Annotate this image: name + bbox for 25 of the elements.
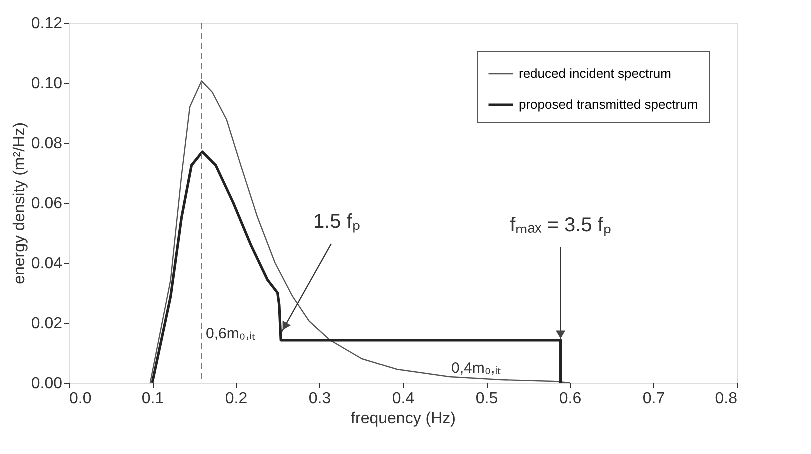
y-tick-label: 0.02 [31,316,63,332]
annotation: 1.5 fₚ [313,211,360,233]
y-tick-label: 0.10 [31,76,63,92]
annotation: fₘₐₓ = 3.5 fₚ [510,214,612,236]
y-tick-label: 0.08 [31,136,63,152]
y-tick-label: 0.04 [31,256,63,272]
annotation: 0,4m₀,ᵢₜ [451,360,502,377]
x-tick-label: 0.2 [225,390,248,408]
annotation: 0,6m₀,ᵢₜ [206,325,256,342]
x-tick-label: 0.6 [559,390,582,408]
legend-label: reduced incident spectrum [519,66,672,81]
y-tick-label: 0.00 [31,376,63,392]
x-tick-label: 0.5 [476,390,498,408]
x-tick-label: 0.4 [392,390,415,408]
x-tick-label: 0.3 [308,390,332,408]
y-axis-title: energy density (m²/Hz) [11,122,28,284]
y-tick-label: 0.06 [31,196,63,212]
x-tick-label: 0.7 [642,390,666,408]
legend-label: proposed transmitted spectrum [519,97,698,112]
x-tick-label: 0.1 [142,390,164,408]
y-tick-label: 0.12 [31,16,63,32]
x-tick-label: 0.8 [715,390,738,408]
line-series [151,150,562,384]
x-tick-label: 0.0 [70,390,92,408]
x-axis-title: frequency (Hz) [351,410,456,428]
